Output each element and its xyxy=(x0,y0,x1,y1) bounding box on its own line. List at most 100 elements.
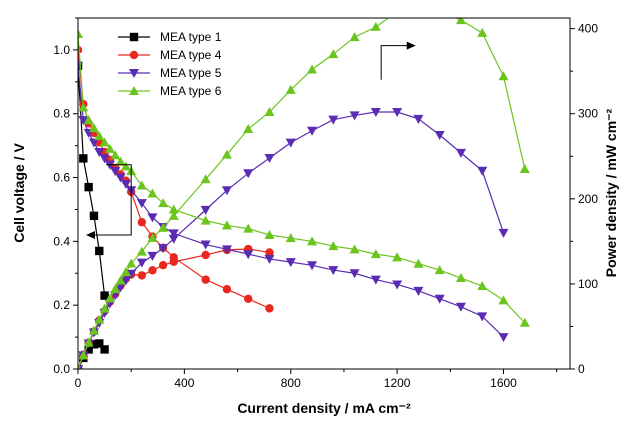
series-4-power-point-9 xyxy=(120,266,131,276)
series-4-voltage-point-2 xyxy=(83,115,94,125)
series-3-power-point-16 xyxy=(221,186,232,196)
series-3-voltage-point-9 xyxy=(120,179,131,189)
series-4-voltage-point-19 xyxy=(285,233,296,243)
plot-frame xyxy=(77,17,571,370)
series-2-power-point-14 xyxy=(169,257,178,266)
series-3-power-point-29 xyxy=(498,228,509,238)
series-4-power-point-19 xyxy=(285,84,296,94)
series-4-power-point-28 xyxy=(477,27,488,37)
series-4-power-point-3 xyxy=(88,325,99,335)
series-3-voltage-point-23 xyxy=(370,275,381,285)
series-4-power-point-21 xyxy=(328,49,339,59)
legend: MEA type 1 MEA type 4 MEA type 5 MEA type 6 xyxy=(118,30,222,98)
series-4-voltage-point-23 xyxy=(370,249,381,259)
x-tick-label-4: 1600 xyxy=(490,376,517,390)
series-1-voltage-point-1 xyxy=(79,154,88,163)
series-4-power-point-23 xyxy=(370,21,381,31)
series-4-power-point-30 xyxy=(519,164,530,174)
series-3-power-point-19 xyxy=(285,138,296,148)
series-3-voltage-point-0 xyxy=(78,61,83,71)
series-4-voltage-point-6 xyxy=(104,143,115,153)
series-4-voltage-point-24 xyxy=(392,252,403,262)
series-4-voltage-point-27 xyxy=(455,273,466,283)
series-3-power-point-22 xyxy=(349,111,360,121)
series-layer xyxy=(78,5,530,369)
series-4-power-point-11 xyxy=(136,246,147,256)
series-3-voltage-point-27 xyxy=(455,302,466,312)
series-4-power-point-0 xyxy=(78,364,81,369)
series-4-voltage-point-3 xyxy=(88,123,99,133)
series-4-power-point-16 xyxy=(221,149,232,159)
series-3-power-point-10 xyxy=(126,269,137,279)
y-left-tick-label-3: 0.6 xyxy=(53,171,70,185)
series-4-voltage-point-8 xyxy=(115,156,126,166)
x-tick-label-2: 800 xyxy=(281,376,301,390)
series-4-power-point-17 xyxy=(243,124,254,134)
legend-label-1: MEA type 1 xyxy=(160,30,222,44)
y-left-tick-label-0: 0.0 xyxy=(53,362,70,376)
series-3-power-point-24 xyxy=(392,108,403,118)
series-3-voltage-point-4 xyxy=(94,148,105,158)
series-4-power-point-5 xyxy=(99,303,110,313)
y-axis-left-title: Cell voltage / V xyxy=(11,143,27,243)
series-3-power-point-11 xyxy=(136,258,147,268)
series-3-power-point-26 xyxy=(434,131,445,140)
series-3-voltage-point-7 xyxy=(110,167,121,177)
series-4-voltage-point-7 xyxy=(110,150,121,160)
series-3-voltage-point-14 xyxy=(168,229,179,239)
series-3-power-point-9 xyxy=(120,276,131,286)
series-3-voltage-point-8 xyxy=(115,173,126,183)
series-1-power-point-5 xyxy=(100,345,109,354)
series-4-voltage-point-9 xyxy=(120,161,131,171)
y-right-tick-label-3: 300 xyxy=(578,107,598,121)
series-4-power-point-27 xyxy=(455,18,466,25)
series-2-voltage-point-11 xyxy=(137,218,147,227)
x-tick-label-1: 400 xyxy=(174,376,194,390)
legend-label-3: MEA type 5 xyxy=(160,66,222,80)
series-4-voltage-point-1 xyxy=(78,102,89,112)
series-3-voltage-point-12 xyxy=(147,213,158,223)
x-tick-label-3: 1200 xyxy=(384,376,411,390)
series-3-power-point-25 xyxy=(413,114,424,124)
series-3-voltage-point-26 xyxy=(434,294,445,304)
series-4-voltage-point-26 xyxy=(434,265,445,275)
series-4-voltage-point-21 xyxy=(328,241,339,251)
series-4-power-point-29 xyxy=(498,71,509,81)
series-3-power-point-14 xyxy=(168,234,179,244)
series-2-voltage-point-17 xyxy=(244,294,253,303)
series-4-power-point-6 xyxy=(104,293,115,303)
series-3-voltage-point-17 xyxy=(243,250,254,260)
series-4-power-point-10 xyxy=(126,258,137,268)
series-3-power-point-17 xyxy=(243,169,254,179)
series-3-voltage-point-22 xyxy=(349,269,360,279)
series-1-voltage-line xyxy=(78,65,106,296)
series-3-voltage-point-16 xyxy=(221,245,232,255)
series-1-power-point-2 xyxy=(84,345,93,354)
series-4-voltage-point-11 xyxy=(136,180,147,190)
series-4-power-point-20 xyxy=(307,64,318,74)
legend-marker-1 xyxy=(129,32,139,42)
series-4-voltage-point-29 xyxy=(498,295,509,305)
series-4-power-point-26 xyxy=(435,6,445,15)
x-axis-title: Current density / mA cm⁻² xyxy=(237,400,411,416)
y-right-tick-label-0: 0 xyxy=(578,362,585,376)
left-axis-indicator-line xyxy=(93,164,132,236)
series-4-power-point-14 xyxy=(168,210,179,220)
series-4-voltage-point-5 xyxy=(99,137,110,147)
y-right-tick-label-2: 200 xyxy=(578,192,598,206)
series-3-voltage-point-15 xyxy=(200,240,211,250)
series-2-power-point-13 xyxy=(158,260,168,270)
series-1-power-point-3 xyxy=(89,340,99,349)
series-1 xyxy=(78,61,109,369)
y-left-tick-label-4: 0.8 xyxy=(53,107,70,121)
series-4-power-point-1 xyxy=(78,350,89,360)
series-4-voltage-point-14 xyxy=(168,204,179,214)
right-axis-indicator-line xyxy=(380,45,408,80)
series-4-power-point-25 xyxy=(413,5,423,14)
series-3-voltage-point-19 xyxy=(285,258,296,268)
series-3-voltage-point-25 xyxy=(413,286,424,296)
series-3-voltage-point-21 xyxy=(328,266,339,276)
series-2-power-point-11 xyxy=(137,271,147,280)
series-3-power-point-28 xyxy=(477,166,488,176)
series-1-power-point-4 xyxy=(95,339,104,348)
